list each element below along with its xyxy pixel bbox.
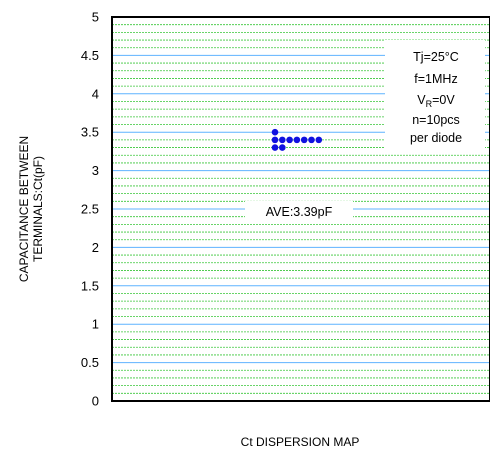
data-point — [271, 144, 279, 151]
average-label: AVE:3.39pF — [266, 205, 333, 219]
plot-frame — [111, 16, 490, 402]
condition-tj: Tj=25°C — [413, 50, 459, 64]
condition-per-diode: per diode — [410, 131, 462, 145]
data-point — [308, 136, 315, 144]
data-point — [271, 128, 279, 136]
y-tick-label: 2.5 — [81, 202, 99, 217]
y-tick-label: 3.5 — [81, 125, 99, 140]
y-tick-label: 0 — [92, 394, 99, 409]
y-tick-label: 3 — [92, 163, 99, 178]
condition-reverse-voltage: VR=0V — [417, 93, 455, 109]
y-axis-label-line2: TERMINALS:Ct(pF) — [31, 156, 45, 262]
condition-frequency: f=1MHz — [414, 72, 457, 86]
data-point — [286, 136, 293, 144]
y-axis-ticks: 0 0.5 1 1.5 2 2.5 3 3.5 4 4.5 5 — [81, 10, 99, 409]
data-point — [300, 136, 308, 144]
data-point — [293, 136, 301, 144]
y-tick-label: 0.5 — [81, 355, 99, 370]
data-point — [315, 136, 323, 144]
data-point — [279, 136, 286, 144]
data-points — [271, 128, 323, 151]
condition-sample-count: n=10pcs — [412, 113, 460, 127]
data-point — [279, 144, 286, 151]
x-axis-label: Ct DISPERSION MAP — [241, 435, 360, 449]
y-tick-label: 1.5 — [81, 278, 99, 293]
y-tick-label: 5 — [92, 10, 99, 25]
data-point — [271, 136, 279, 144]
conditions-box — [385, 40, 485, 152]
y-tick-label: 4 — [92, 86, 99, 101]
y-tick-label: 2 — [92, 240, 99, 255]
y-axis-label-line1: CAPACITANCE BETWEEN — [17, 136, 31, 282]
average-label-box — [245, 201, 353, 221]
y-tick-label: 4.5 — [81, 48, 99, 63]
y-tick-label: 1 — [92, 317, 99, 332]
